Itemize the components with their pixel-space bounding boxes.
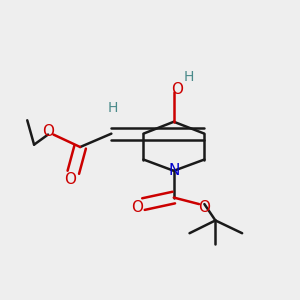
Text: O: O	[171, 82, 183, 97]
Text: O: O	[131, 200, 143, 214]
Text: H: H	[108, 101, 118, 116]
Text: H: H	[184, 70, 194, 84]
Text: O: O	[42, 124, 54, 139]
Text: O: O	[64, 172, 76, 187]
Text: N: N	[168, 163, 179, 178]
Text: O: O	[198, 200, 210, 214]
